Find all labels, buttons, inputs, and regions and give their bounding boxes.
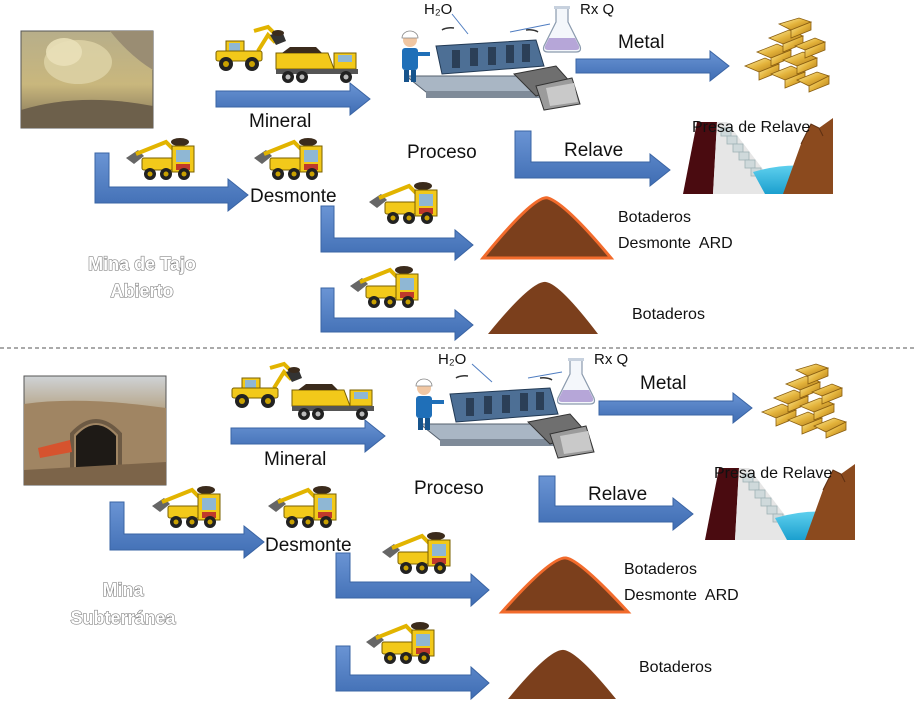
- waste-arrow-3: [335, 645, 490, 701]
- tunnel-photo-icon: [23, 375, 167, 486]
- waste-arrow-1: [109, 501, 265, 560]
- mine-label-line1: Mina de Tajo: [88, 254, 196, 274]
- tailings-dam-label: Presa de Relave: [714, 465, 832, 482]
- waste-label: Desmonte: [265, 535, 352, 556]
- tailings-label: Relave: [588, 484, 647, 505]
- flow-arrows: [94, 49, 730, 342]
- waste-arrow-2: [335, 552, 490, 608]
- ore-label: Mineral: [264, 449, 326, 470]
- ard-dump-label-line2: Desmonte ARD: [618, 235, 733, 252]
- scooptram-icon: [367, 180, 439, 226]
- ard-dump-label-line2: Desmonte ARD: [624, 587, 739, 604]
- waste-arrow-3: [320, 287, 474, 342]
- dump-label: Botaderos: [632, 306, 705, 323]
- waste-pile-icon: [498, 556, 632, 614]
- metal-label: Metal: [640, 373, 686, 394]
- blast-photo-icon: [20, 30, 154, 129]
- dump-truck-icon: [291, 383, 375, 421]
- gold-bars-icon: [761, 363, 847, 439]
- scooptram-icon: [348, 264, 420, 310]
- flow-arrows: [109, 391, 753, 701]
- underground-section: H₂O Rx Q Metal Mineral Proceso Relave Pr…: [23, 351, 856, 701]
- metal-arrow: [575, 49, 730, 83]
- ore-label: Mineral: [249, 111, 311, 132]
- scooptram-icon: [150, 484, 222, 530]
- reagents-label: Rx Q: [594, 351, 628, 368]
- scooptram-icon: [364, 620, 436, 666]
- waste-pile-icon: [488, 281, 598, 334]
- ard-dump-label-line1: Botaderos: [624, 561, 697, 578]
- water-label: H₂O: [438, 351, 466, 368]
- tailings-arrow: [538, 475, 694, 532]
- dump-truck-icon: [275, 46, 359, 84]
- water-label: H₂O: [424, 1, 452, 18]
- process-label: Proceso: [407, 142, 477, 163]
- scooptram-icon: [380, 530, 452, 576]
- flask-icon: [542, 5, 582, 53]
- metal-arrow: [598, 391, 753, 425]
- scooptram-icon: [252, 136, 324, 182]
- process-label: Proceso: [414, 478, 484, 499]
- gold-bars-icon: [744, 17, 830, 93]
- tailings-arrow: [514, 130, 671, 188]
- waste-arrow-2: [320, 205, 474, 262]
- scooptram-icon: [124, 136, 196, 182]
- ore-arrow: [230, 418, 386, 454]
- open-pit-section: H₂O Rx Q Metal Mineral Proceso Relave Pr…: [20, 1, 834, 342]
- metal-label: Metal: [618, 32, 664, 53]
- ard-dump-label-line1: Botaderos: [618, 209, 691, 226]
- dump-label: Botaderos: [639, 659, 712, 676]
- waste-pile-icon: [479, 196, 615, 260]
- mine-label-line1: Mina: [102, 580, 144, 600]
- waste-arrow-1: [94, 152, 249, 213]
- flask-icon: [556, 357, 596, 405]
- scooptram-icon: [266, 484, 338, 530]
- ore-arrow: [215, 81, 371, 117]
- waste-pile-icon: [508, 649, 616, 699]
- tailings-dam-label: Presa de Relave: [692, 119, 810, 136]
- reagents-label: Rx Q: [580, 1, 614, 18]
- tailings-label: Relave: [564, 140, 623, 161]
- mine-label-line2: Abierto: [111, 281, 174, 301]
- mine-label-line2: Subterránea: [70, 608, 176, 628]
- waste-label: Desmonte: [250, 186, 337, 207]
